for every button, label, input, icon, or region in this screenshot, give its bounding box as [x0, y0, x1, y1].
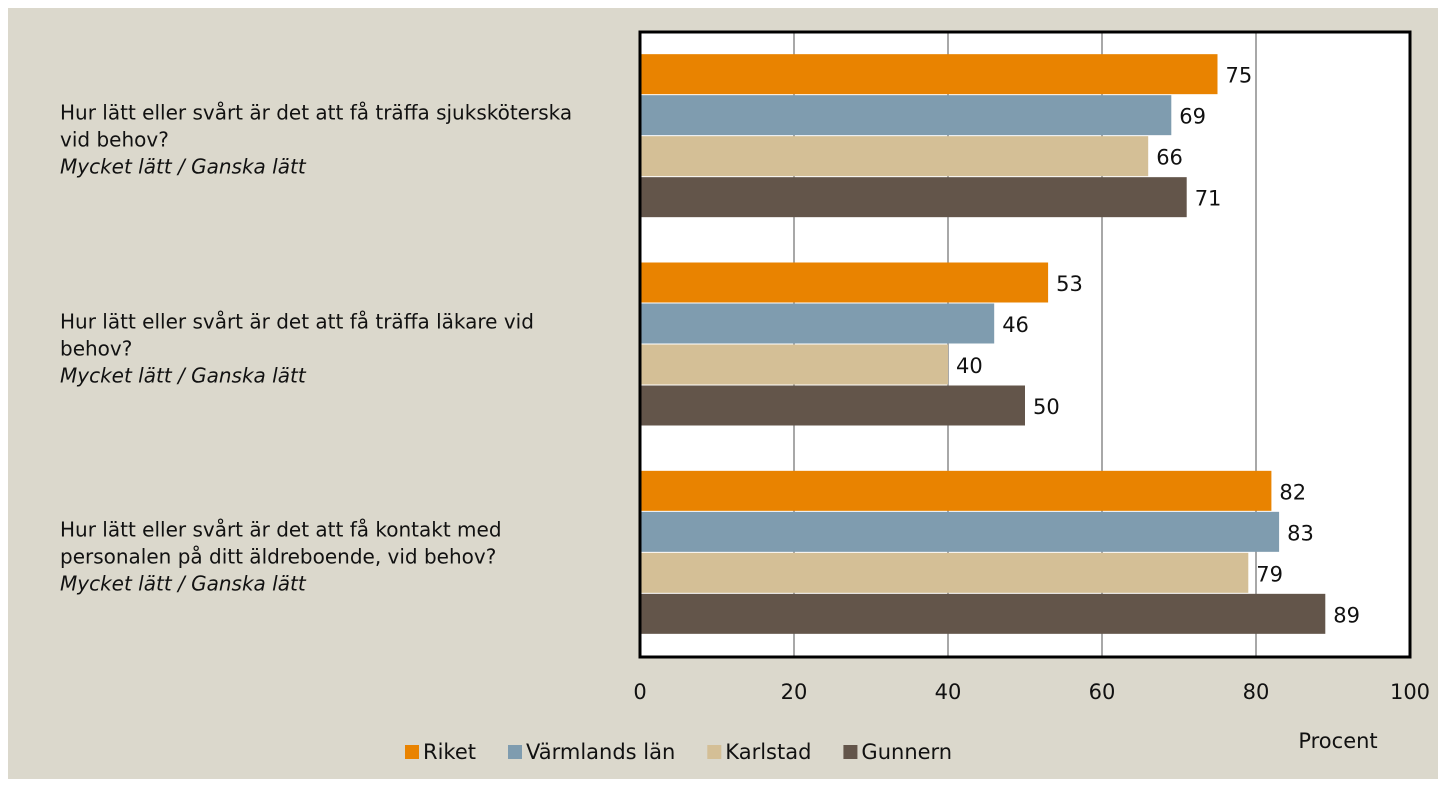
x-tick-label: 100 — [1390, 680, 1430, 704]
category-note: Mycket lätt / Ganska lätt — [60, 571, 306, 596]
category-note: Mycket lätt / Ganska lätt — [60, 363, 306, 387]
x-tick-label: 0 — [633, 680, 646, 704]
value-label: 75 — [1226, 64, 1253, 88]
value-label: 82 — [1279, 480, 1306, 504]
value-label: 40 — [956, 354, 983, 378]
x-tick-label: 40 — [935, 680, 962, 704]
bar — [640, 552, 1249, 593]
legend-label: Karlstad — [725, 740, 811, 764]
value-label: 66 — [1156, 146, 1183, 170]
category-question: Hur lätt eller svårt är det att få träff… — [60, 309, 534, 360]
bar — [640, 95, 1172, 136]
value-label: 83 — [1287, 521, 1314, 545]
bar — [640, 262, 1049, 303]
category-label: Hur lätt eller svårt är det att få träff… — [60, 308, 590, 389]
value-label: 71 — [1195, 187, 1222, 211]
x-tick-label: 80 — [1243, 680, 1270, 704]
bar — [640, 303, 995, 344]
bar — [640, 470, 1272, 511]
category-question: Hur lätt eller svårt är det att få konta… — [60, 517, 502, 569]
value-label: 69 — [1179, 105, 1206, 129]
category-label: Hur lätt eller svårt är det att få träff… — [60, 100, 590, 181]
category-question: Hur lätt eller svårt är det att få träff… — [60, 100, 573, 152]
value-label: 50 — [1033, 395, 1060, 419]
bar — [640, 344, 948, 385]
bar — [640, 385, 1025, 426]
bar — [640, 511, 1280, 552]
bar — [640, 54, 1218, 95]
legend-swatch — [843, 745, 858, 759]
x-tick-label: 60 — [1089, 680, 1116, 704]
category-note: Mycket lätt / Ganska lätt — [60, 154, 306, 179]
value-label: 89 — [1333, 603, 1360, 627]
plot-border — [638, 30, 1412, 659]
bar — [640, 593, 1326, 634]
legend-label: Värmlands län — [526, 740, 675, 764]
value-label: 79 — [1256, 562, 1283, 586]
value-label: 53 — [1056, 272, 1083, 296]
value-label: 46 — [1002, 313, 1029, 337]
legend-swatch — [405, 745, 419, 759]
category-label: Hur lätt eller svårt är det att få konta… — [60, 516, 590, 597]
x-axis-label: Procent — [1298, 729, 1377, 753]
legend-label: Riket — [423, 740, 476, 764]
legend-swatch — [707, 745, 722, 759]
legend-label: Gunnern — [861, 740, 952, 764]
x-tick-label: 20 — [781, 680, 808, 704]
bar — [640, 136, 1149, 177]
legend-swatch — [508, 745, 522, 759]
bar — [640, 177, 1187, 218]
